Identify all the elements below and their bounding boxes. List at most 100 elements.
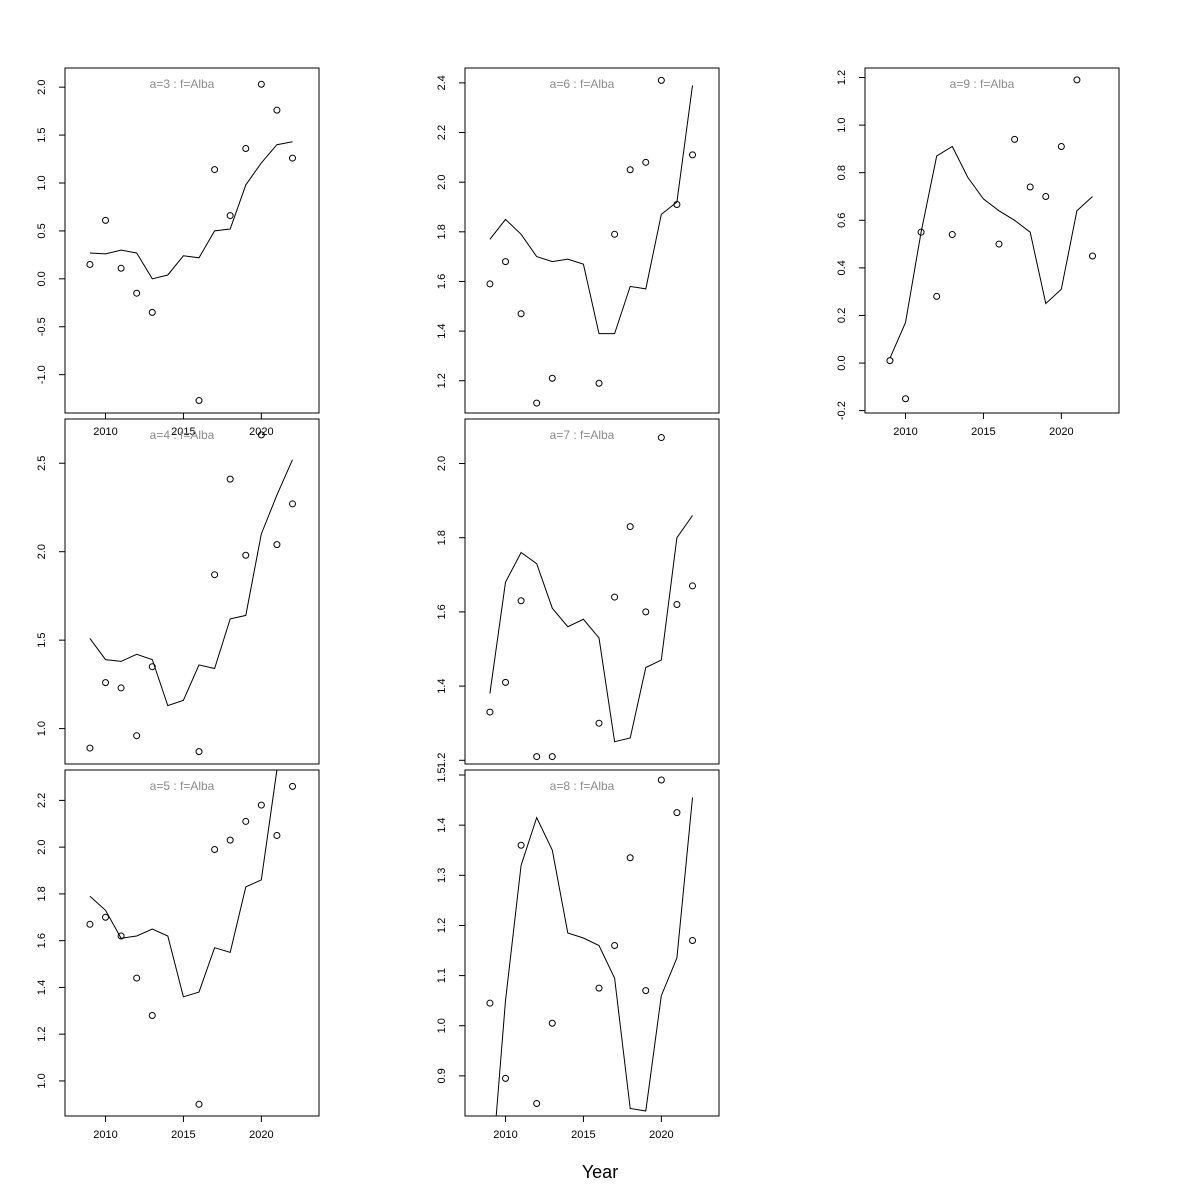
data-point [102,913,110,921]
data-point [117,264,125,272]
y-tick-label: -0.5 [36,317,48,336]
data-point [902,395,910,403]
data-point [611,230,619,238]
fitted-line [489,515,693,743]
data-point [995,240,1003,248]
data-point [689,582,697,590]
plot-frame [464,418,720,765]
y-tick-label: 1.1 [436,968,448,983]
y-tick-label: 1.5 [36,127,48,142]
panel-title: a=7 : f=Alba [550,428,615,442]
data-point [148,663,156,671]
data-point [626,523,634,531]
data-point [642,158,650,166]
y-tick-label: 1.2 [836,70,848,85]
data-point [657,434,665,442]
fitted-line [89,141,293,280]
data-point [242,551,250,559]
y-tick-label: 1.5 [36,633,48,648]
data-point [626,166,634,174]
x-tick-label: 2010 [893,426,917,438]
data-point [86,744,94,752]
panel-3: 1.0 1.2 1.4 1.6 1.8 2.0 2.2 2010 2015 2020 a=5 : f… [36,769,320,1141]
data-point [948,231,956,239]
fitted-line [89,770,293,998]
plot-frame [64,769,320,1117]
data-point [102,216,110,224]
y-tick-label: -1.0 [36,365,48,384]
panel-title: a=4 : f=Alba [150,428,215,442]
y-tick-label: 1.0 [36,1073,48,1088]
plot-frame [464,769,720,1117]
fitted-line [89,459,293,707]
data-point [289,500,297,508]
data-point [226,836,234,844]
data-point [211,166,219,174]
data-point [486,280,494,288]
data-point [517,597,525,605]
data-point [195,397,203,405]
data-point [917,228,925,236]
data-point [611,942,619,950]
data-point [289,154,297,162]
y-tick-label: 0.0 [36,271,48,286]
plot-frame [864,67,1120,414]
data-point [242,817,250,825]
series-group [86,431,297,756]
y-tick-label: 2.4 [436,75,448,90]
data-point [1057,143,1065,151]
x-tick-label: 2010 [493,1129,517,1141]
data-point [626,854,634,862]
series-group [486,434,697,761]
data-point [1042,192,1050,200]
y-tick-label: 1.8 [436,224,448,239]
data-point [1011,135,1019,143]
y-tick-label: 2.2 [436,125,448,140]
x-tick-label: 2010 [93,1129,117,1141]
data-point [933,292,941,300]
panel-2: 1.0 1.5 2.0 2.5 a=4 : f=Alba [36,418,320,765]
data-point [502,1074,510,1082]
data-point [548,374,556,382]
data-point [689,936,697,944]
plot-frame [464,67,720,414]
series-group [86,80,297,405]
x-axis-title: Year [582,1162,618,1182]
fitted-line [889,145,1093,359]
x-tick-label: 2015 [171,426,195,438]
y-tick-label: 2.0 [36,544,48,559]
data-point [133,289,141,297]
fitted-line [495,797,693,1116]
x-tick-label: 2015 [171,1129,195,1141]
y-tick-label: 1.4 [36,980,48,995]
panel-title: a=8 : f=Alba [550,779,615,793]
data-point [642,987,650,995]
y-tick-label: 2.0 [36,840,48,855]
data-point [657,776,665,784]
y-tick-label: 2.0 [436,456,448,471]
panel-title: a=6 : f=Alba [550,77,615,91]
y-tick-label: 2.2 [36,793,48,808]
x-tick-label: 2020 [1049,426,1073,438]
data-point [86,260,94,268]
panel-title: a=5 : f=Alba [150,779,215,793]
data-point [257,801,265,809]
y-tick-label: 0.9 [436,1068,448,1083]
panel-title: a=3 : f=Alba [150,77,215,91]
series-group [486,76,697,407]
x-tick-label: 2015 [571,1129,595,1141]
y-tick-label: 2.0 [36,80,48,95]
y-tick-label: 1.0 [36,721,48,736]
data-point [517,310,525,318]
data-point [502,678,510,686]
y-tick-label: 0.6 [836,213,848,228]
y-tick-label: -0.2 [836,401,848,420]
data-point [642,608,650,616]
data-point [517,841,525,849]
data-point [548,753,556,761]
panel-7: -0.2 0.0 0.2 0.4 0.6 0.8 1.0 1.2 2010 2015 2020 a=9… [836,67,1120,438]
y-tick-label: 0.0 [836,355,848,370]
data-point [148,1011,156,1019]
